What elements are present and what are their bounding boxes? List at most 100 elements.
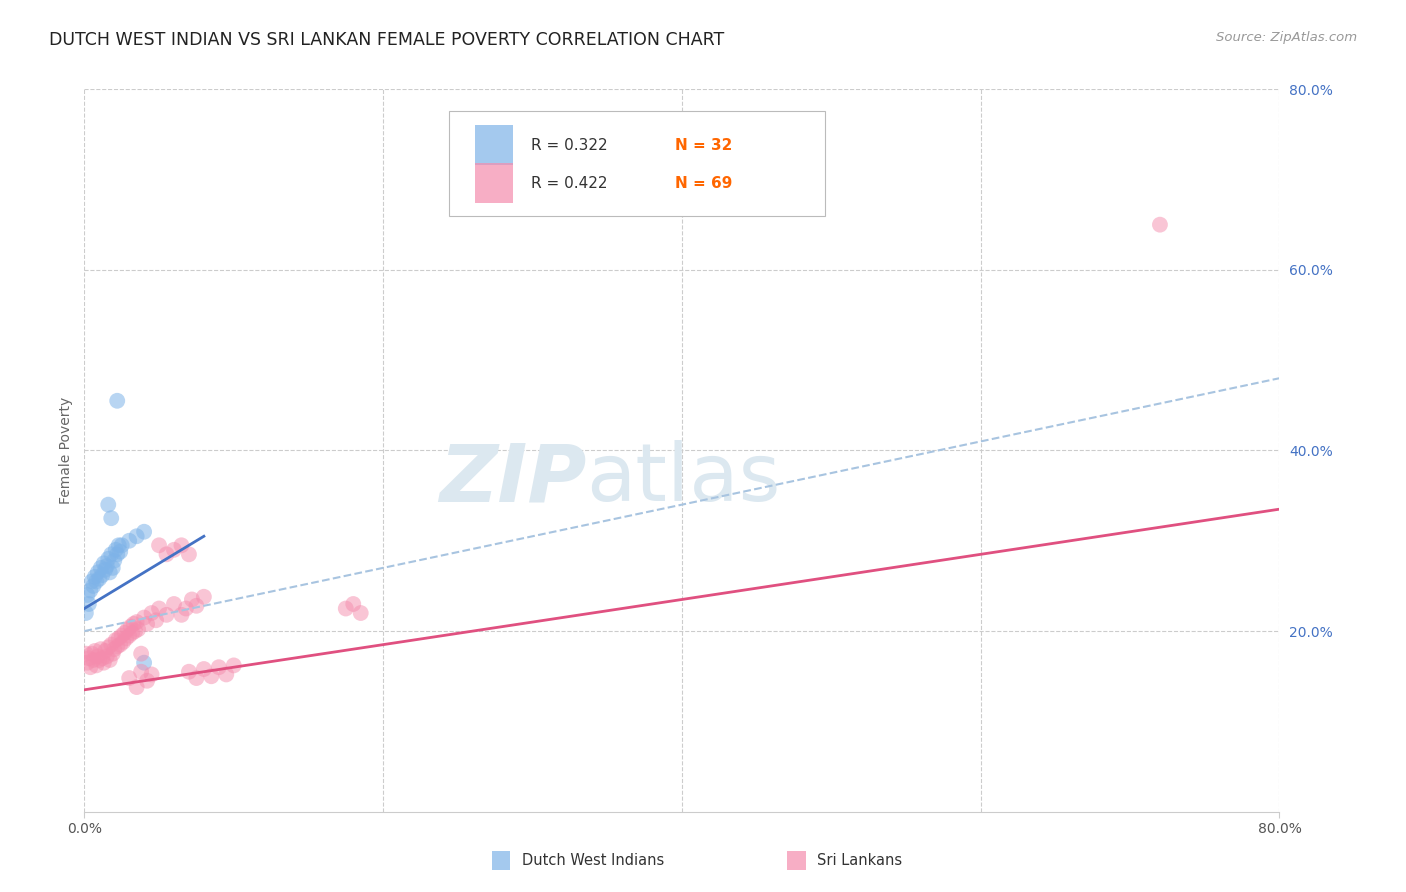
- Point: [105, 640, 128, 654]
- Point: [97, 640, 120, 655]
- Point: [105, 393, 128, 408]
- Text: Dutch West Indians: Dutch West Indians: [522, 853, 664, 868]
- Point: [177, 665, 200, 679]
- Point: [181, 592, 204, 607]
- Text: N = 69: N = 69: [675, 176, 733, 191]
- FancyBboxPatch shape: [475, 125, 513, 165]
- Point: [122, 616, 145, 631]
- Point: [125, 529, 148, 543]
- Point: [111, 629, 134, 643]
- Point: [94, 563, 117, 577]
- Point: [82, 579, 104, 593]
- Point: [89, 653, 111, 667]
- Point: [97, 498, 120, 512]
- Point: [129, 647, 152, 661]
- Point: [105, 547, 128, 561]
- Point: [77, 651, 100, 665]
- Point: [186, 671, 208, 685]
- Point: [129, 665, 152, 679]
- Point: [100, 547, 122, 561]
- Point: [132, 610, 156, 624]
- Point: [91, 568, 114, 582]
- Point: [118, 671, 141, 685]
- Point: [86, 658, 108, 673]
- Point: [79, 583, 101, 598]
- Point: [89, 572, 111, 586]
- Point: [76, 588, 98, 602]
- Point: [86, 574, 108, 589]
- Point: [107, 538, 129, 552]
- Point: [174, 601, 197, 615]
- Point: [94, 644, 117, 658]
- Point: [98, 566, 121, 580]
- Point: [155, 547, 177, 561]
- Point: [132, 656, 156, 670]
- Point: [121, 626, 143, 640]
- Point: [127, 622, 149, 636]
- Text: R = 0.422: R = 0.422: [531, 176, 607, 191]
- Point: [136, 673, 159, 688]
- Point: [110, 544, 132, 558]
- Point: [80, 574, 103, 589]
- Point: [104, 542, 127, 557]
- Point: [83, 644, 105, 658]
- Point: [170, 538, 193, 552]
- Point: [193, 662, 215, 676]
- Point: [170, 607, 193, 622]
- Text: R = 0.322: R = 0.322: [531, 137, 607, 153]
- Point: [103, 642, 125, 657]
- Point: [96, 649, 118, 664]
- Point: [91, 651, 114, 665]
- Point: [82, 653, 104, 667]
- Point: [193, 590, 215, 604]
- Point: [136, 616, 159, 631]
- Point: [93, 557, 115, 571]
- Point: [125, 680, 148, 694]
- Point: [117, 622, 139, 636]
- Point: [145, 613, 167, 627]
- Point: [112, 635, 135, 649]
- Y-axis label: Female Poverty: Female Poverty: [59, 397, 73, 504]
- Point: [1149, 218, 1171, 232]
- Text: atlas: atlas: [586, 441, 780, 518]
- Point: [100, 638, 122, 652]
- Point: [101, 647, 124, 661]
- Point: [141, 667, 163, 681]
- Point: [87, 566, 110, 580]
- Point: [115, 632, 138, 646]
- Text: Source: ZipAtlas.com: Source: ZipAtlas.com: [1216, 31, 1357, 45]
- Point: [222, 658, 245, 673]
- Point: [148, 601, 170, 615]
- Point: [342, 597, 364, 611]
- Point: [75, 647, 97, 661]
- Point: [118, 533, 141, 548]
- Point: [76, 656, 98, 670]
- Point: [186, 599, 208, 613]
- Point: [79, 660, 101, 674]
- Point: [107, 632, 129, 646]
- Point: [148, 538, 170, 552]
- Point: [114, 626, 136, 640]
- Point: [177, 547, 200, 561]
- Point: [87, 649, 110, 664]
- Point: [163, 597, 186, 611]
- Point: [77, 597, 100, 611]
- Point: [100, 511, 122, 525]
- FancyBboxPatch shape: [475, 163, 513, 203]
- Text: N = 32: N = 32: [675, 137, 733, 153]
- Point: [118, 629, 141, 643]
- Point: [110, 638, 132, 652]
- Point: [124, 624, 146, 639]
- Text: DUTCH WEST INDIAN VS SRI LANKAN FEMALE POVERTY CORRELATION CHART: DUTCH WEST INDIAN VS SRI LANKAN FEMALE P…: [49, 31, 724, 49]
- Point: [101, 561, 124, 575]
- Point: [335, 601, 357, 615]
- Point: [215, 667, 238, 681]
- Point: [120, 619, 142, 633]
- Point: [90, 642, 112, 657]
- Point: [93, 656, 115, 670]
- Point: [97, 551, 120, 566]
- Text: Sri Lankans: Sri Lankans: [817, 853, 903, 868]
- Point: [90, 561, 112, 575]
- Point: [104, 633, 127, 648]
- Point: [125, 615, 148, 629]
